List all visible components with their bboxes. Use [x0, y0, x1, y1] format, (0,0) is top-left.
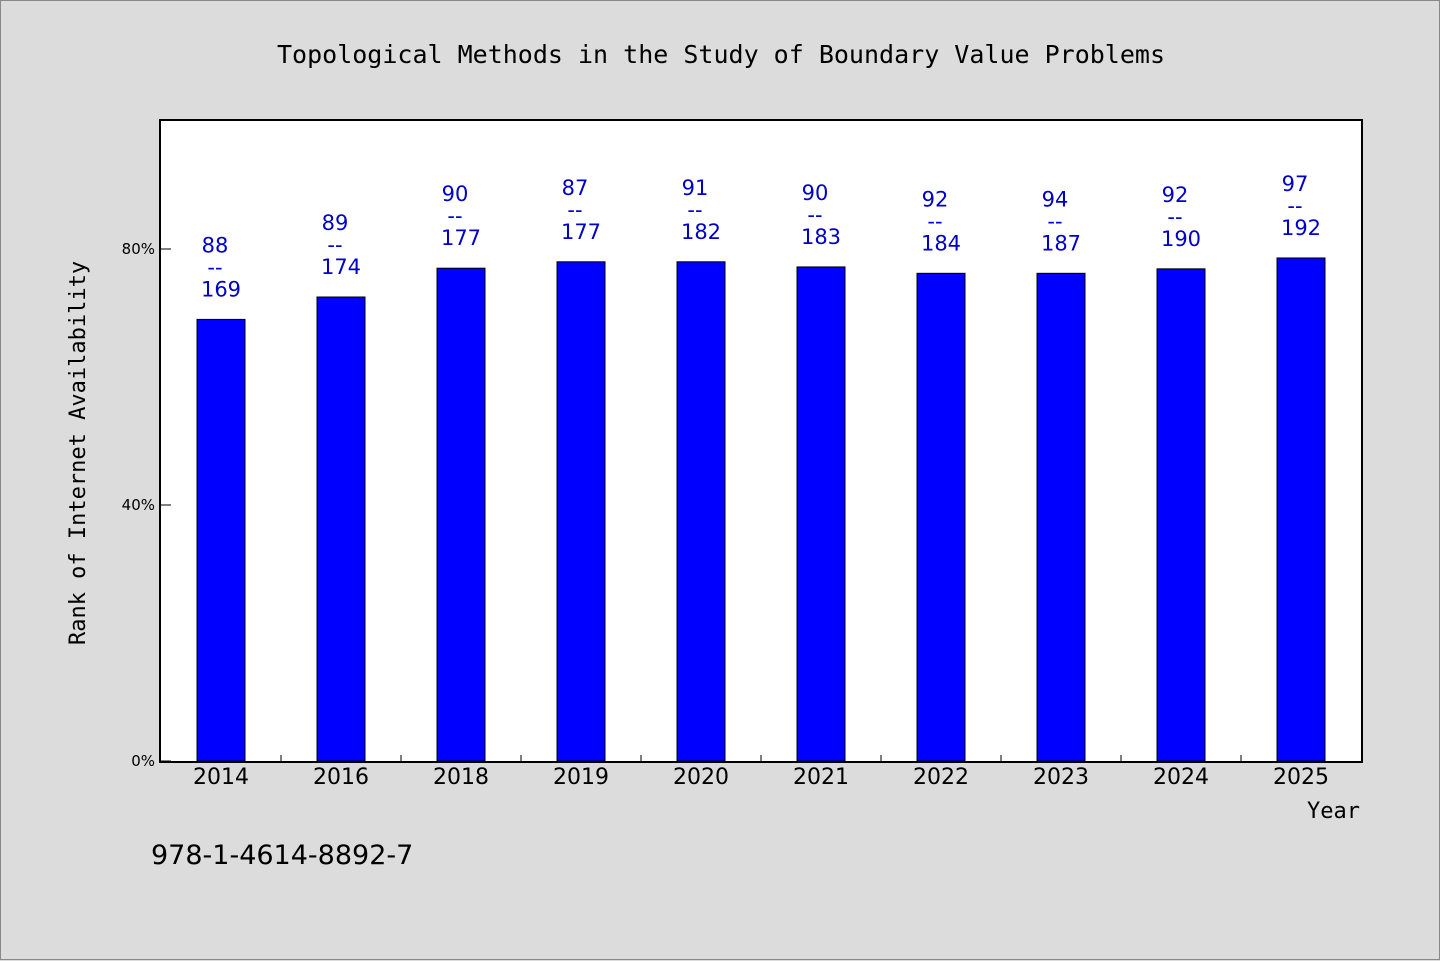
x-tick-label-2016: 2016 — [313, 765, 369, 790]
data-label-separator-2020: -- — [687, 198, 702, 222]
data-label-separator-2024: -- — [1167, 205, 1182, 229]
x-tick-label-2023: 2023 — [1033, 765, 1089, 790]
data-label-bottom-2021: 183 — [801, 225, 841, 249]
bar-2021 — [796, 266, 846, 762]
y-tick-label-2: 80% — [122, 240, 155, 258]
bar-2024 — [1156, 268, 1206, 762]
bar-2019 — [556, 261, 606, 762]
y-tick-label-1: 40% — [122, 496, 155, 514]
data-label-bottom-2020: 182 — [681, 220, 721, 244]
bar-2022 — [916, 272, 966, 762]
y-axis: 0% 40% 80% — [122, 240, 171, 770]
bars-group — [196, 257, 1326, 762]
data-label-separator-2022: -- — [927, 209, 942, 233]
data-label-separator-2019: -- — [567, 198, 582, 222]
x-tick-label-2020: 2020 — [673, 765, 729, 790]
bar-2023 — [1036, 272, 1086, 762]
x-tick-label-2019: 2019 — [553, 765, 609, 790]
data-label-bottom-2025: 192 — [1281, 216, 1321, 240]
data-label-top-2016: 89 — [322, 211, 349, 235]
x-tick-label-2018: 2018 — [433, 765, 489, 790]
data-label-top-2019: 87 — [562, 176, 589, 200]
y-tick-label-0: 0% — [131, 752, 155, 770]
data-label-bottom-2019: 177 — [561, 220, 601, 244]
data-label-separator-2016: -- — [327, 233, 342, 257]
data-labels-group: 88--16989--17490--17787--17791--18290--1… — [201, 172, 1321, 301]
data-label-bottom-2018: 177 — [441, 226, 481, 250]
x-axis-title: Year — [1307, 799, 1360, 824]
x-tick-label-2025: 2025 — [1273, 765, 1329, 790]
data-label-top-2014: 88 — [202, 233, 229, 257]
data-label-top-2020: 91 — [682, 176, 709, 200]
data-label-bottom-2023: 187 — [1041, 231, 1081, 255]
data-label-bottom-2024: 190 — [1161, 227, 1201, 251]
x-tick-label-2024: 2024 — [1153, 765, 1209, 790]
bar-2016 — [316, 296, 366, 762]
data-label-separator-2023: -- — [1047, 209, 1062, 233]
data-label-top-2023: 94 — [1042, 187, 1069, 211]
isbn-text: 978-1-4614-8892-7 — [151, 840, 413, 871]
data-label-bottom-2022: 184 — [921, 231, 961, 255]
data-label-separator-2021: -- — [807, 203, 822, 227]
bar-2018 — [436, 267, 486, 762]
x-tick-label-2014: 2014 — [193, 765, 249, 790]
data-label-top-2025: 97 — [1282, 172, 1309, 196]
x-tick-label-2022: 2022 — [913, 765, 969, 790]
bar-2014 — [196, 318, 246, 762]
data-label-separator-2025: -- — [1287, 194, 1302, 218]
data-label-top-2022: 92 — [922, 187, 949, 211]
bar-2025 — [1276, 257, 1326, 762]
bar-2020 — [676, 261, 726, 762]
data-label-separator-2014: -- — [207, 255, 222, 279]
x-axis: 2014 2016 2018 2019 2020 2021 2022 2023 2024 2025 — [193, 755, 1329, 790]
data-label-bottom-2016: 174 — [321, 255, 361, 279]
data-label-top-2018: 90 — [442, 182, 469, 206]
data-label-top-2024: 92 — [1162, 183, 1189, 207]
data-label-bottom-2014: 169 — [201, 277, 241, 301]
y-axis-title: Rank of Internet Availability — [66, 261, 91, 645]
chart-title: Topological Methods in the Study of Boun… — [277, 40, 1165, 69]
data-label-separator-2018: -- — [447, 204, 462, 228]
data-label-top-2021: 90 — [802, 181, 829, 205]
x-tick-label-2021: 2021 — [793, 765, 849, 790]
